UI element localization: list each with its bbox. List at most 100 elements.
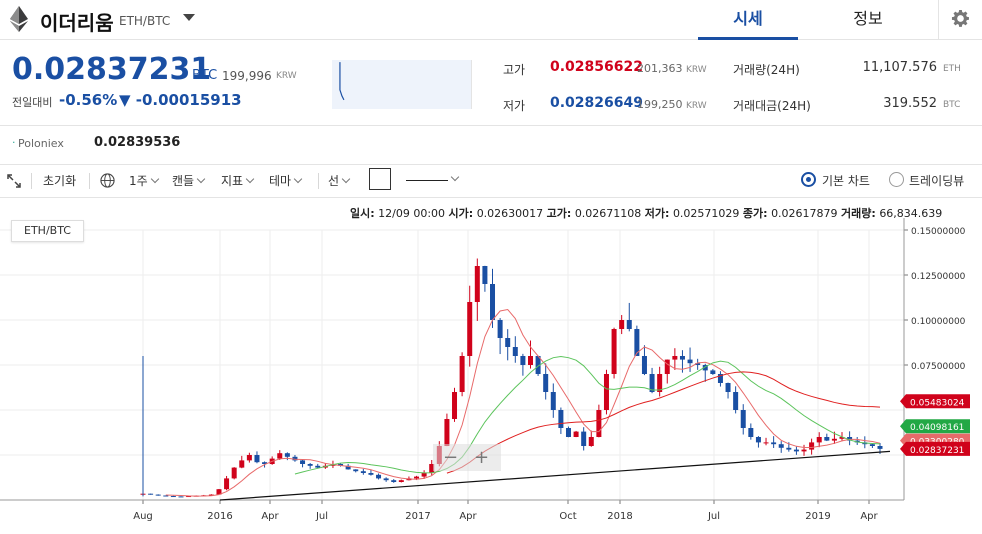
candle-body	[315, 465, 321, 468]
candle-body	[414, 476, 420, 479]
change-absolute: ▼ -0.00015913	[119, 91, 242, 109]
candle-body	[641, 356, 647, 374]
candle-body	[679, 356, 685, 360]
candle-body	[163, 495, 169, 497]
candle-body	[429, 464, 435, 473]
basic-chart-label[interactable]: 기본 차트	[822, 174, 870, 188]
candle-body	[778, 444, 784, 448]
zoom-out-button[interactable]: −	[443, 447, 459, 468]
x-tick-label: 2017	[405, 511, 430, 522]
y-tick-label: 0.15000000	[911, 227, 966, 237]
candle-body	[687, 359, 693, 364]
candle-body	[847, 437, 853, 441]
candle-body	[649, 374, 655, 392]
candle-body	[535, 356, 541, 374]
candle-body	[474, 266, 480, 302]
candle-body	[733, 392, 739, 410]
x-tick-label: 2016	[207, 511, 232, 522]
candle-body	[725, 383, 731, 392]
high-krw: 201,363 KRW	[637, 62, 707, 75]
candle-body	[748, 428, 754, 437]
indicator-select[interactable]: 지표	[221, 172, 255, 189]
theme-select[interactable]: 테마	[269, 172, 303, 189]
candle-body	[421, 473, 427, 477]
tab-quote[interactable]: 시세	[698, 0, 798, 40]
ethereum-logo-icon	[10, 6, 28, 32]
candle-body	[239, 460, 245, 468]
candle-body	[527, 356, 533, 365]
zoom-control	[433, 444, 501, 471]
high-label: 고가	[503, 63, 526, 77]
line-style-select[interactable]	[448, 172, 460, 186]
candle-body	[178, 496, 184, 498]
price-tag	[900, 441, 970, 456]
line-style-sample[interactable]	[406, 180, 448, 181]
ohlc-readout: 일시: 12/09 00:00 시가: 0.02630017 고가: 0.026…	[350, 207, 943, 220]
ma-short-line	[165, 308, 881, 497]
line-color-picker[interactable]	[369, 168, 391, 190]
candle-body	[626, 320, 632, 329]
candle-body	[482, 266, 488, 284]
exchange-price: 0.02839536	[94, 135, 181, 150]
candle-body	[520, 356, 526, 365]
exchange-name[interactable]: Poloniex	[18, 137, 64, 150]
low-label: 저가	[503, 99, 526, 113]
candle-body	[307, 464, 313, 466]
reset-button[interactable]: 초기화	[43, 174, 77, 188]
expand-icon[interactable]	[7, 174, 21, 188]
amount-label: 거래대금(24H)	[733, 99, 811, 113]
zoom-in-button[interactable]: +	[474, 447, 490, 468]
low-krw: 199,250 KRW	[637, 98, 707, 111]
line-select[interactable]: 선	[328, 172, 351, 189]
y-tick-label: 0.07500000	[911, 362, 966, 372]
tradingview-label[interactable]: 트레이딩뷰	[909, 174, 965, 188]
exchange-dot: ·	[12, 136, 16, 149]
candle-body	[755, 437, 761, 443]
x-tick-label: Apr	[261, 511, 279, 522]
candle-body	[588, 437, 594, 446]
candle-body	[254, 455, 260, 463]
ma-mid-line	[294, 356, 881, 475]
candle-body	[824, 437, 830, 441]
candle-body	[786, 447, 792, 450]
candle-body	[603, 374, 609, 410]
x-tick-label: Apr	[860, 511, 878, 522]
globe-icon[interactable]	[100, 173, 115, 188]
candle-body	[148, 493, 154, 495]
x-tick-label: Jul	[315, 511, 328, 522]
basic-chart-radio[interactable]	[801, 172, 816, 187]
coin-pair: ETH/BTC	[119, 14, 171, 28]
candle-body	[611, 329, 617, 374]
candle-body	[543, 374, 549, 392]
price-chart[interactable]: 0.15000000 0.12500000 0.10000000 0.07500000…	[0, 218, 982, 534]
candle-body	[634, 329, 640, 356]
low-btc: 0.02826649	[550, 95, 643, 111]
candle-body	[596, 410, 602, 437]
y-tick-label: 0.12500000	[911, 272, 966, 282]
candle-body	[763, 442, 769, 444]
tradingview-radio[interactable]	[889, 172, 904, 187]
candle-select[interactable]: 캔들	[172, 172, 206, 189]
candle-body	[695, 363, 701, 365]
candle-body	[619, 320, 625, 329]
candle-body	[565, 428, 571, 437]
candle-body	[398, 480, 404, 482]
amount-unit: BTC	[943, 100, 961, 110]
price-unit: BTC	[192, 68, 218, 83]
candle-body	[869, 444, 875, 446]
interval-select[interactable]: 1주	[129, 172, 159, 189]
candle-body	[710, 370, 716, 374]
change-label: 전일대비	[12, 96, 53, 109]
candle-body	[368, 473, 374, 475]
change-percent: -0.56%	[59, 91, 118, 109]
tab-info[interactable]: 정보	[853, 9, 883, 28]
candle-body	[467, 302, 473, 356]
candle-body	[452, 392, 458, 419]
chevron-down-icon[interactable]	[182, 13, 196, 23]
top-bar: 이더리움 ETH/BTC 시세 정보	[0, 0, 982, 40]
candle-body	[672, 356, 678, 360]
high-btc: 0.02856622	[550, 59, 643, 75]
gear-icon[interactable]	[951, 9, 970, 28]
candle-body	[231, 467, 237, 479]
amount-value: 319.552	[883, 96, 937, 111]
